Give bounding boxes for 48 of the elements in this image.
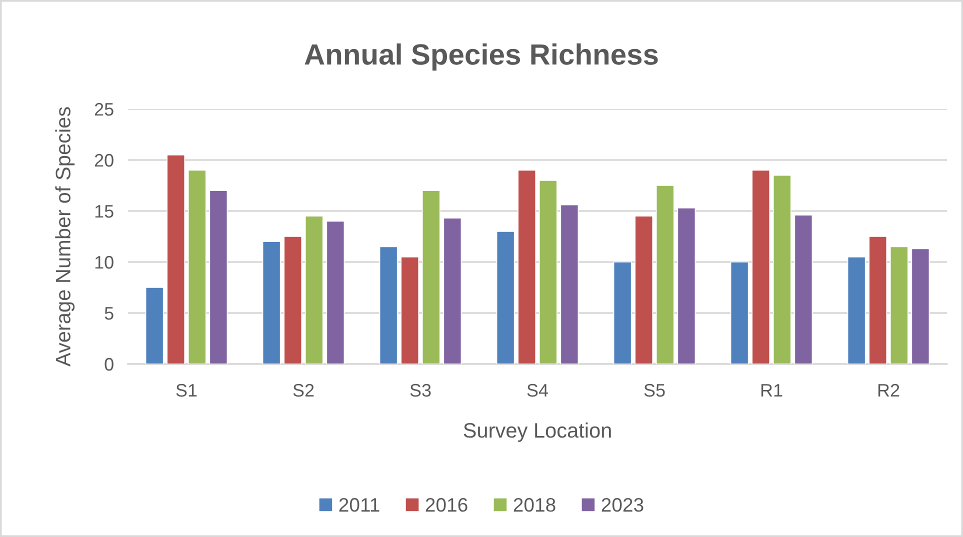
bar [166,154,186,364]
y-tick-label: 15 [95,205,114,218]
x-tick-label: R2 [878,384,900,397]
bar [304,216,324,364]
x-tick-label: R1 [761,384,782,397]
y-tick-label: 0 [104,358,114,371]
y-tick-label: 5 [104,307,114,320]
x-tick-label: S4 [527,384,548,397]
bar [772,174,792,364]
bar [326,220,345,364]
bar [145,287,164,364]
bar [422,190,440,364]
bar [794,214,813,364]
bar [634,216,654,364]
x-tick-label: S1 [176,384,197,397]
bar [518,170,536,364]
legend-label: 2011 [339,498,380,512]
bar [677,208,696,364]
chart-title: Annual Species Richness [304,43,658,71]
bar [868,236,888,364]
x-axis-title: Survey Location [464,422,611,442]
bar [400,256,420,364]
legend-label: 2016 [426,498,468,512]
bar [443,218,462,364]
bar [560,204,579,364]
bar [188,170,206,364]
x-tick-label: S2 [293,384,314,397]
legend-label: 2018 [514,498,556,512]
bar [752,170,770,364]
bar [911,248,930,364]
x-tick-label: S3 [410,384,431,397]
bar [538,180,558,364]
bar [847,256,866,364]
y-tick-label: 10 [95,256,114,269]
x-tick-label: S5 [644,384,665,397]
bar [613,262,632,364]
bar [284,236,302,364]
bar [379,246,398,364]
y-axis-title: Average Number of Species [55,107,75,367]
bar [730,262,749,364]
bar [890,246,908,364]
bar [496,230,515,364]
y-tick-label: 20 [94,154,114,167]
bar [209,190,228,364]
bar [262,241,281,364]
bar [656,185,674,364]
legend-label: 2023 [602,498,644,512]
y-tick-label: 25 [94,102,114,116]
